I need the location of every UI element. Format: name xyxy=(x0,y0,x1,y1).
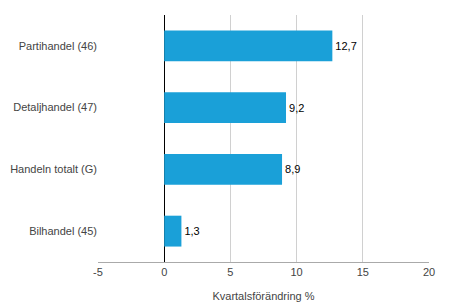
svg-text:10: 10 xyxy=(290,266,302,278)
svg-text:Bilhandel (45): Bilhandel (45) xyxy=(29,225,97,237)
svg-text:20: 20 xyxy=(423,266,435,278)
svg-text:0: 0 xyxy=(161,266,167,278)
svg-text:Detaljhandel (47): Detaljhandel (47) xyxy=(13,101,97,113)
svg-text:Kvartalsförändring %: Kvartalsförändring % xyxy=(212,290,314,302)
svg-text:-5: -5 xyxy=(93,266,103,278)
svg-text:1,3: 1,3 xyxy=(184,225,199,237)
svg-text:Handeln totalt (G): Handeln totalt (G) xyxy=(10,163,97,175)
svg-text:Partihandel (46): Partihandel (46) xyxy=(19,40,97,52)
svg-text:8,9: 8,9 xyxy=(285,163,300,175)
svg-text:12,7: 12,7 xyxy=(335,40,356,52)
svg-text:5: 5 xyxy=(227,266,233,278)
svg-text:15: 15 xyxy=(357,266,369,278)
svg-text:9,2: 9,2 xyxy=(289,102,304,114)
